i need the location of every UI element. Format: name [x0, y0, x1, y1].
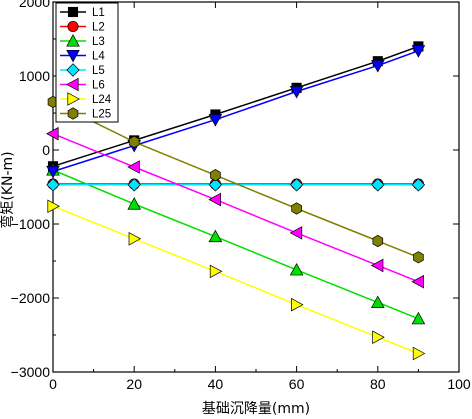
data-point-l5: [289, 178, 304, 192]
x-tick-label: 0: [49, 376, 57, 392]
series-line-l1: [52, 45, 419, 168]
legend-label: L24: [92, 94, 112, 106]
y-tick-label: −3000: [11, 364, 51, 380]
data-point-l3: [208, 229, 223, 243]
legend-marker: [66, 49, 80, 63]
y-axis-title: 弯矩(KN-m): [0, 151, 16, 228]
legend-label: L2: [92, 22, 105, 34]
series-line-l3: [52, 169, 419, 320]
series-l25: [47, 95, 424, 264]
x-tick-label: 100: [447, 376, 471, 392]
data-point-l3: [289, 262, 304, 276]
legend-marker: [66, 77, 79, 92]
data-point-l5: [371, 178, 385, 192]
series-l3: [46, 163, 426, 325]
legend-label: L25: [92, 109, 111, 121]
data-point-l25: [413, 251, 424, 264]
data-point-l24: [47, 199, 60, 214]
data-point-l4: [371, 60, 385, 73]
y-tick-label: −2000: [11, 290, 51, 306]
data-point-l5: [127, 178, 141, 192]
legend-marker: [67, 6, 79, 18]
data-point-l24: [412, 346, 426, 361]
y-tick-label: 0: [42, 142, 50, 158]
series-l6: [46, 126, 424, 289]
legend-marker: [67, 20, 79, 33]
data-point-l25: [291, 202, 302, 215]
series-line-l24: [52, 205, 419, 355]
x-tick-label: 40: [208, 376, 224, 392]
legend-label: L3: [92, 36, 105, 48]
series-line-l6: [52, 133, 419, 283]
legend-box: [55, 2, 119, 123]
data-point-l6: [289, 226, 303, 240]
legend-marker: [66, 63, 80, 77]
data-point-l25: [210, 169, 221, 182]
data-point-l24: [209, 264, 223, 279]
data-point-l5: [411, 178, 426, 192]
series-line-l25: [52, 101, 419, 258]
data-point-l3: [371, 295, 385, 308]
data-point-l6: [411, 274, 424, 289]
legend-label: L6: [92, 80, 105, 92]
legend-marker: [67, 92, 80, 106]
data-point-l6: [46, 126, 59, 141]
y-tick-label: 1000: [19, 68, 50, 84]
data-point-l4: [46, 165, 60, 179]
x-tick-label: 60: [289, 376, 305, 392]
data-point-l3: [411, 311, 426, 325]
legend-marker: [66, 34, 80, 47]
series-l24: [47, 199, 426, 361]
data-point-l6: [208, 192, 221, 207]
data-point-l5: [208, 178, 223, 192]
data-point-l25: [372, 234, 384, 248]
data-point-l5: [46, 178, 60, 192]
data-point-l4: [289, 85, 304, 99]
x-tick-label: 80: [370, 376, 386, 392]
legend-label: L4: [92, 51, 105, 63]
series-l5: [46, 178, 426, 192]
data-point-l6: [370, 258, 384, 273]
series-line-l4: [52, 50, 419, 173]
y-tick-label: 2000: [19, 0, 50, 10]
data-point-l4: [208, 114, 223, 127]
legend-label: L5: [92, 65, 105, 77]
x-tick-label: 20: [126, 376, 142, 392]
x-axis-title: 基础沉降量(mm): [202, 400, 310, 417]
data-point-l25: [128, 135, 140, 148]
data-point-l24: [372, 330, 385, 345]
y-tick-label: −1000: [11, 216, 51, 232]
legend-label: L1: [92, 7, 105, 19]
data-point-l3: [127, 197, 141, 210]
data-point-l4: [411, 45, 426, 58]
data-point-l24: [128, 232, 142, 246]
legend-marker: [67, 107, 79, 120]
data-point-l6: [127, 160, 140, 174]
data-point-l24: [291, 297, 304, 312]
